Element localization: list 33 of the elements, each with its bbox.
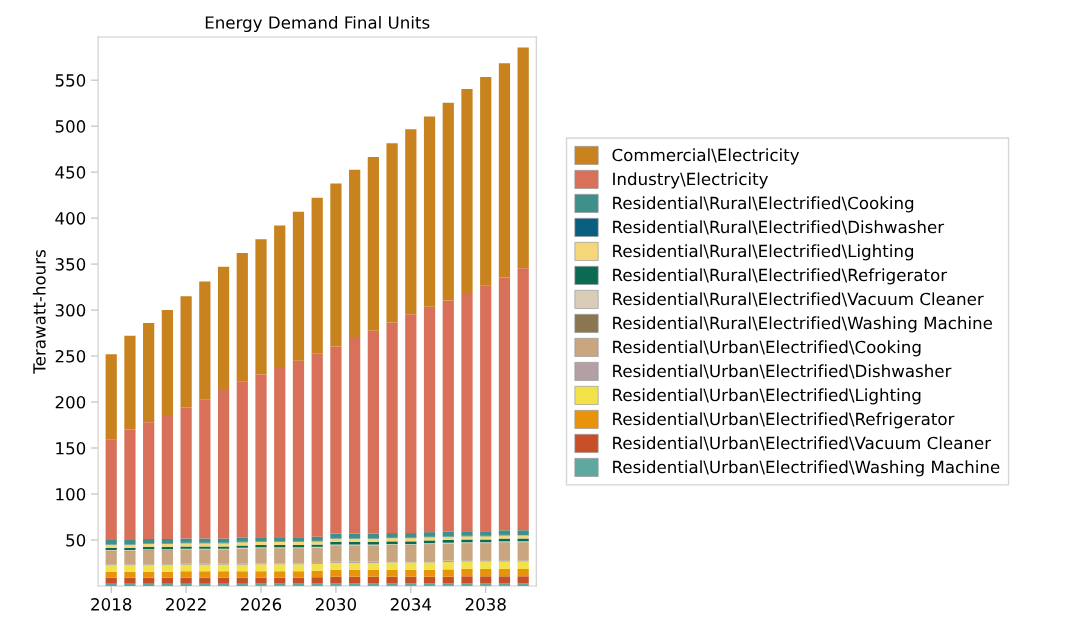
x-tick-label: 2026: [241, 598, 282, 611]
legend-label: Residential\Urban\Electrified\Refrigerator: [613, 412, 955, 429]
y-tick-label: 550: [55, 74, 86, 87]
legend-label: Residential\Urban\Electrified\Washing Machine: [613, 460, 1000, 477]
y-tick-label: 300: [55, 304, 86, 317]
x-tick-label: 2034: [390, 598, 432, 611]
y-tick-label: 400: [55, 212, 86, 225]
x-tick-label: 2018: [91, 598, 132, 611]
y-tick-label: 50: [66, 533, 86, 547]
legend-label: Commercial\Electricity: [612, 148, 800, 165]
legend-label: Residential\Rural\Electrified\Lighting: [613, 244, 914, 261]
y-tick-label: 500: [55, 120, 86, 133]
legend-label: Residential\Rural\Electrified\Refrigerator: [613, 268, 948, 285]
y-axis-title: Terawatt-hours: [32, 250, 46, 374]
legend-label: Residential\Rural\Electrified\Dishwasher: [613, 220, 945, 235]
legend-label: Residential\Rural\Electrified\Cooking: [613, 196, 914, 213]
legend-label: Residential\Urban\Electrified\Vacuum Cleaner: [613, 436, 992, 451]
legend-label: Residential\Urban\Electrified\Cooking: [613, 340, 921, 357]
y-tick-label: 350: [55, 258, 86, 271]
x-tick-label: 2030: [315, 598, 357, 611]
legend-label: Residential\Urban\Electrified\Lighting: [613, 388, 921, 405]
y-tick-label: 450: [55, 166, 86, 179]
y-tick-label: 250: [55, 350, 86, 363]
y-tick-label: 150: [56, 441, 86, 455]
legend-label: Industry\Electricity: [613, 172, 768, 189]
y-tick-label: 200: [55, 395, 86, 409]
legend-label: Residential\Urban\Electrified\Dishwasher: [613, 364, 952, 379]
chart-title: Energy Demand Final Units: [205, 15, 430, 33]
legend-label: Residential\Rural\Electrified\Vacuum Cleaner: [613, 292, 984, 307]
x-tick-label: 2038: [465, 598, 506, 611]
x-tick-label: 2022: [166, 598, 206, 611]
legend-label: Residential\Rural\Electrified\Washing Machine: [613, 316, 993, 333]
y-tick-label: 100: [56, 487, 86, 501]
